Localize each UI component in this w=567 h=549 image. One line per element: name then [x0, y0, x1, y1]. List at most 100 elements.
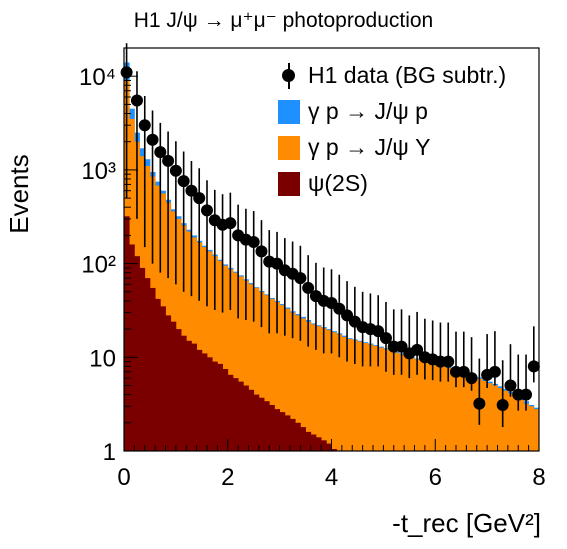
histogram-bar-dissociative — [207, 251, 213, 451]
chart-legend: H1 data (BG subtr.) γ p → J/ψ p γ p → J/… — [276, 58, 536, 202]
histogram-bar-psi2s — [149, 287, 156, 451]
x-tick-label: 2 — [221, 464, 234, 491]
histogram-bar-dissociative — [201, 247, 208, 451]
legend-label-elastic: γ p → J/ψ p — [308, 98, 428, 124]
histogram-bar-psi2s — [227, 374, 234, 451]
histogram-bar-dissociative — [409, 358, 415, 451]
x-axis-label: -t_rec [GeV²] — [392, 508, 541, 539]
histogram-bar-psi2s — [129, 244, 135, 451]
histogram-bar-psi2s — [248, 389, 255, 451]
x-tick-label: 6 — [429, 464, 442, 491]
data-point — [333, 302, 346, 315]
legend-item-elastic: γ p → J/ψ p — [276, 94, 536, 130]
histogram-bar-dissociative — [362, 343, 369, 451]
data-point — [247, 236, 260, 249]
data-point — [138, 119, 151, 132]
histogram-bar-dissociative — [373, 346, 379, 451]
histogram-bar-dissociative — [352, 340, 358, 451]
histogram-bar-dissociative — [523, 403, 530, 451]
histogram-bar-psi2s — [139, 267, 146, 451]
data-point — [527, 360, 540, 373]
histogram-bar-psi2s — [331, 449, 338, 451]
data-point — [442, 355, 455, 368]
histogram-bar-dissociative — [430, 363, 436, 451]
y-tick-label: 10⁴ — [79, 64, 116, 91]
histogram-bar-dissociative — [258, 291, 265, 451]
histogram-bar-psi2s — [181, 335, 187, 451]
histogram-bar-dissociative — [227, 269, 234, 451]
histogram-bar-psi2s — [144, 278, 151, 451]
histogram-bar-dissociative — [404, 356, 410, 451]
data-point — [120, 66, 133, 79]
histogram-bar-psi2s — [238, 381, 244, 451]
histogram-bar-psi2s — [201, 353, 208, 451]
data-point — [255, 245, 268, 258]
histogram-bar-dissociative — [445, 367, 452, 451]
histogram-bar-dissociative — [326, 330, 332, 451]
histogram-bar-psi2s — [279, 412, 286, 451]
histogram-bar-dissociative — [212, 256, 218, 451]
legend-label-data: H1 data (BG subtr.) — [308, 62, 507, 88]
histogram-bar-dissociative — [497, 388, 504, 451]
histogram-bar-dissociative — [518, 400, 524, 451]
histogram-bar-dissociative — [507, 393, 514, 451]
data-point — [130, 94, 143, 107]
histogram-bar-dissociative — [533, 409, 540, 451]
histogram-bar-psi2s — [124, 216, 130, 451]
histogram-bar-dissociative — [347, 338, 353, 451]
data-point — [488, 365, 501, 378]
chart-title: H1 J/ψ → μ⁺μ⁻ photoproduction — [0, 8, 567, 33]
histogram-bar-dissociative — [440, 366, 447, 451]
histogram-bar-dissociative — [393, 352, 400, 451]
legend-swatch-psi2s — [278, 172, 300, 196]
data-point — [154, 146, 167, 159]
histogram-bar-dissociative — [248, 284, 255, 451]
y-tick-label: 10 — [89, 345, 116, 372]
histogram-bar-dissociative — [222, 265, 229, 451]
histogram-bar-psi2s — [264, 401, 270, 451]
histogram-bar-dissociative — [450, 369, 457, 451]
histogram-bar-dissociative — [331, 332, 338, 451]
histogram-bar-psi2s — [191, 343, 198, 451]
y-axis-label: Events — [2, 140, 34, 250]
histogram-bar-psi2s — [175, 329, 182, 451]
histogram-bar-dissociative — [424, 362, 431, 451]
histogram-bar-dissociative — [290, 312, 296, 451]
histogram-bar-dissociative — [481, 380, 488, 451]
legend-swatch-elastic — [278, 100, 300, 124]
data-point — [465, 372, 478, 385]
histogram-bar-psi2s — [253, 394, 260, 451]
data-point — [146, 133, 159, 146]
x-tick-label: 4 — [325, 464, 338, 491]
histogram-bar-dissociative — [398, 354, 405, 451]
histogram-bar-psi2s — [134, 256, 140, 451]
histogram-bar-psi2s — [243, 385, 249, 451]
histogram-bar-dissociative — [279, 305, 286, 451]
histogram-bar-psi2s — [300, 427, 306, 451]
data-point — [177, 175, 190, 188]
histogram-bar-dissociative — [528, 406, 535, 451]
histogram-bar-dissociative — [471, 376, 478, 451]
histogram-bar-psi2s — [222, 369, 229, 451]
histogram-bar-dissociative — [367, 344, 374, 451]
histogram-bar-psi2s — [269, 404, 275, 451]
histogram-bar-dissociative — [232, 272, 239, 451]
histogram-bar-dissociative — [284, 308, 291, 451]
histogram-bar-dissociative — [419, 360, 426, 451]
histogram-bar-psi2s — [217, 363, 223, 451]
histogram-bar-psi2s — [165, 315, 172, 451]
histogram-bar-psi2s — [155, 298, 161, 451]
histogram-bar-psi2s — [170, 321, 177, 451]
histogram-bar-dissociative — [487, 383, 493, 451]
histogram-bar-dissociative — [456, 371, 462, 451]
histogram-bar-psi2s — [186, 340, 192, 451]
legend-marker-dot — [282, 69, 295, 82]
data-point — [473, 397, 486, 410]
histogram-bar-psi2s — [258, 397, 265, 451]
histogram-bar-dissociative — [274, 301, 281, 451]
data-point — [302, 281, 315, 294]
histogram-bar-dissociative — [305, 321, 312, 451]
data-point — [294, 272, 307, 285]
data-point — [520, 388, 533, 401]
data-point — [193, 192, 206, 205]
